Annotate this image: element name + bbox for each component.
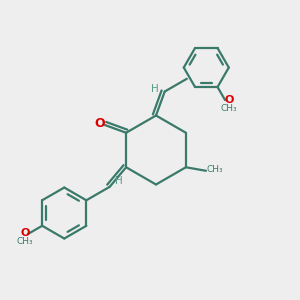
Text: O: O <box>224 95 234 105</box>
Text: O: O <box>94 117 105 130</box>
Text: CH₃: CH₃ <box>206 165 223 174</box>
Text: H: H <box>151 83 159 94</box>
Text: O: O <box>20 228 30 238</box>
Text: H: H <box>115 176 123 186</box>
Text: CH₃: CH₃ <box>16 237 33 246</box>
Text: CH₃: CH₃ <box>220 104 237 113</box>
